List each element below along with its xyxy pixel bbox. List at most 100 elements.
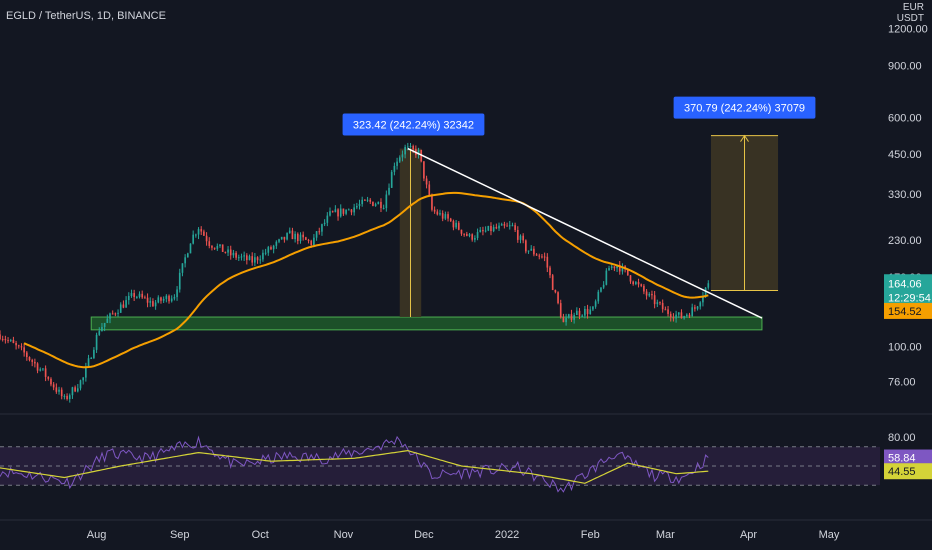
candle-body bbox=[256, 257, 259, 261]
candle-body bbox=[586, 308, 589, 315]
candle-body bbox=[283, 236, 286, 240]
candle-body bbox=[482, 230, 484, 232]
time-axis-tick: Oct bbox=[252, 529, 269, 541]
candle-body bbox=[90, 358, 93, 360]
candle-body bbox=[549, 267, 551, 276]
projection-label: 370.79 (242.24%) 37079 bbox=[684, 103, 805, 115]
candle-body bbox=[578, 310, 581, 316]
candle-body bbox=[125, 300, 127, 308]
candle-body bbox=[635, 282, 637, 285]
candle-body bbox=[423, 161, 425, 179]
candle-body bbox=[600, 287, 602, 292]
candle-body bbox=[9, 339, 12, 341]
rsi-axis-tick: 80.00 bbox=[888, 432, 916, 444]
candle-body bbox=[567, 314, 570, 318]
candle-body bbox=[87, 358, 90, 367]
candle-body bbox=[170, 298, 173, 302]
candle-body bbox=[602, 284, 605, 288]
price-axis-tick: 100.00 bbox=[888, 342, 922, 354]
candle-body bbox=[546, 256, 549, 268]
candle-body bbox=[243, 255, 245, 257]
candle-body bbox=[428, 184, 431, 196]
candle-body bbox=[436, 211, 439, 215]
candle-body bbox=[511, 225, 514, 227]
candle-body bbox=[47, 376, 50, 379]
currency-top: EUR bbox=[902, 2, 924, 13]
candle-body bbox=[353, 207, 355, 213]
candle-body bbox=[66, 395, 68, 399]
candle-body bbox=[516, 230, 519, 240]
candle-body bbox=[144, 297, 146, 299]
candle-body bbox=[1, 338, 4, 340]
candle-body bbox=[608, 268, 610, 271]
candle-body bbox=[74, 387, 76, 392]
candle-body bbox=[82, 377, 85, 381]
candle-body bbox=[525, 240, 527, 252]
candle-body bbox=[278, 239, 280, 242]
candle-body bbox=[468, 234, 471, 236]
candle-body bbox=[404, 146, 406, 155]
candle-body bbox=[672, 317, 675, 319]
candle-body bbox=[221, 244, 224, 252]
candle-body bbox=[479, 230, 482, 233]
candle-body bbox=[337, 209, 339, 217]
candle-body bbox=[168, 295, 170, 302]
candle-body bbox=[618, 265, 621, 272]
candle-body bbox=[71, 387, 74, 396]
candle-body bbox=[417, 149, 420, 155]
candle-body bbox=[229, 249, 232, 256]
candle-body bbox=[364, 199, 366, 201]
candle-body bbox=[562, 317, 565, 323]
candle-body bbox=[286, 233, 288, 240]
candle-body bbox=[149, 301, 152, 303]
candle-body bbox=[39, 369, 42, 371]
candle-body bbox=[192, 234, 195, 244]
candle-body bbox=[205, 235, 208, 242]
candle-body bbox=[152, 301, 154, 307]
candle-body bbox=[176, 289, 178, 298]
candle-body bbox=[25, 352, 28, 358]
candle-body bbox=[334, 209, 337, 213]
projection-label-bg bbox=[673, 96, 816, 119]
moving-average-line bbox=[23, 191, 709, 369]
candle-body bbox=[500, 224, 503, 226]
candle-body bbox=[186, 253, 189, 258]
candle-body bbox=[313, 237, 315, 246]
candle-body bbox=[471, 234, 474, 240]
candle-body bbox=[551, 275, 554, 290]
candle-body bbox=[447, 214, 449, 219]
candle-body bbox=[527, 250, 530, 252]
candle-body bbox=[439, 213, 441, 215]
candle-body bbox=[331, 211, 334, 213]
candle-body bbox=[262, 252, 264, 260]
candle-body bbox=[200, 229, 203, 232]
candle-body bbox=[318, 231, 321, 233]
candle-body bbox=[597, 291, 600, 302]
candle-body bbox=[380, 201, 382, 209]
candle-body bbox=[329, 211, 331, 216]
candle-body bbox=[235, 252, 237, 258]
candle-body bbox=[492, 227, 495, 232]
candle-body bbox=[702, 296, 704, 303]
candle-body bbox=[259, 259, 262, 261]
candle-body bbox=[621, 266, 624, 272]
candle-body bbox=[498, 225, 500, 229]
candle-body bbox=[251, 256, 254, 263]
candle-body bbox=[398, 157, 401, 162]
candle-body bbox=[254, 257, 256, 263]
rsi-ma-tag-bg bbox=[884, 463, 932, 480]
candle-body bbox=[699, 302, 702, 307]
candle-body bbox=[541, 256, 543, 258]
candle-body bbox=[409, 146, 412, 148]
candle-body bbox=[589, 309, 592, 315]
candle-body bbox=[455, 222, 457, 228]
countdown-value: 12:29:54 bbox=[888, 292, 931, 304]
time-axis-tick: Aug bbox=[87, 529, 107, 541]
candle-body bbox=[476, 232, 479, 238]
candle-body bbox=[637, 282, 640, 285]
candle-body bbox=[366, 199, 369, 201]
candle-body bbox=[495, 227, 498, 229]
candle-body bbox=[632, 281, 635, 285]
candle-body bbox=[141, 293, 144, 298]
